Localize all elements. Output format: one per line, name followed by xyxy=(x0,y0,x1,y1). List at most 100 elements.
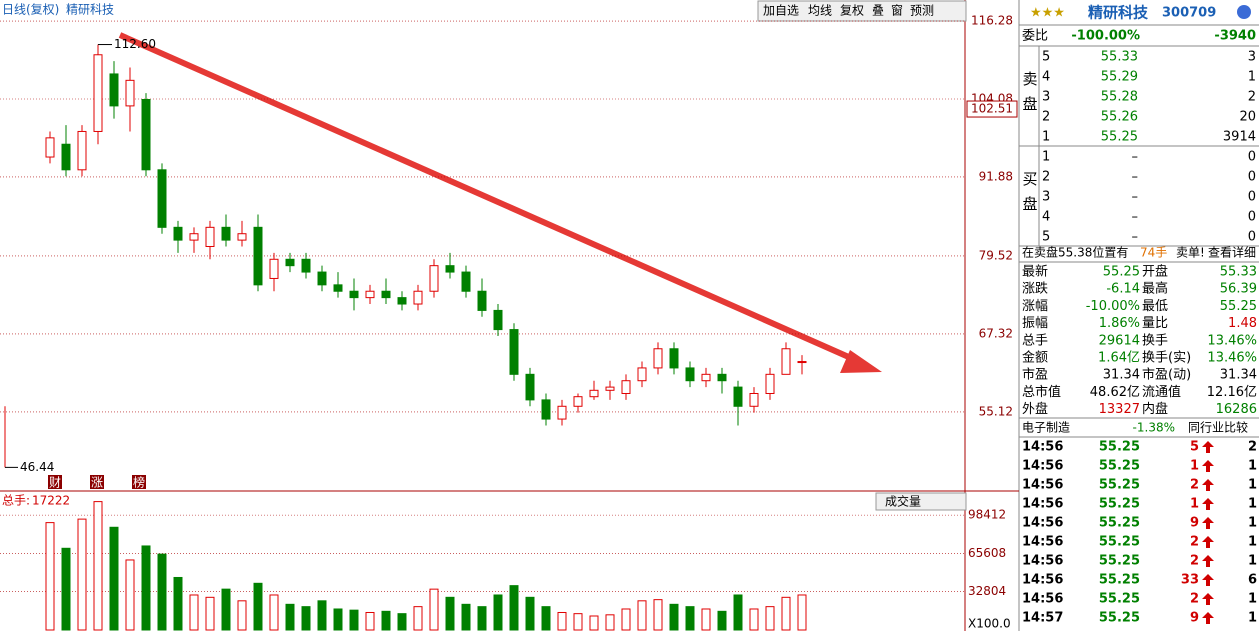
candle-body xyxy=(77,130,87,171)
toolbar-button[interactable]: 窗 xyxy=(891,4,903,18)
book-price: – xyxy=(1132,210,1139,225)
volume-bar xyxy=(77,518,87,631)
book-level: 2 xyxy=(1042,170,1050,185)
stat-label: 换手(实) xyxy=(1142,351,1191,366)
book-level: 4 xyxy=(1042,70,1050,85)
stat-value: 31.34 xyxy=(1220,368,1257,383)
volume-bar xyxy=(93,501,103,631)
book-volume: 0 xyxy=(1248,230,1256,245)
volume-bar xyxy=(253,582,263,631)
industry-link[interactable]: 同行业比较 xyxy=(1188,420,1248,435)
y-tick-label: 32804 xyxy=(968,584,1006,598)
volume-bar xyxy=(237,600,247,631)
trade-price: 55.25 xyxy=(1099,611,1140,626)
book-price: 55.26 xyxy=(1101,110,1138,125)
trade-time: 14:56 xyxy=(1022,440,1063,455)
stat-value: 56.39 xyxy=(1220,282,1257,297)
event-tag[interactable]: 榜 xyxy=(133,475,145,490)
book-volume: 0 xyxy=(1248,150,1256,165)
toolbar-button[interactable]: 加自选 xyxy=(763,4,799,18)
event-tag-box xyxy=(132,475,146,489)
volume-total: 17222 xyxy=(32,494,70,508)
trade-time: 14:56 xyxy=(1022,592,1063,607)
candle-body xyxy=(653,348,663,369)
stat-label: 最高 xyxy=(1142,281,1168,297)
volume-bar xyxy=(493,594,503,631)
volume-bar xyxy=(461,603,471,631)
book-level: 5 xyxy=(1042,230,1050,245)
trade-volume: 9 xyxy=(1190,611,1199,626)
volume-bar xyxy=(141,545,151,631)
event-tag-box xyxy=(90,475,104,489)
stat-label: 总市值 xyxy=(1022,384,1061,400)
candle-body xyxy=(349,290,359,299)
price-marker-box xyxy=(966,100,1018,118)
volume-bar xyxy=(285,603,295,631)
alert-link[interactable]: 查看详细 xyxy=(1208,245,1256,260)
event-tag[interactable]: 涨 xyxy=(91,475,103,490)
volume-bar xyxy=(589,615,599,631)
industry-name: 电子制造 xyxy=(1022,421,1070,435)
book-price: – xyxy=(1132,190,1139,205)
stat-value: 48.62亿 xyxy=(1090,385,1140,400)
y-tick-label: 116.28 xyxy=(971,14,1013,28)
volume-bar xyxy=(621,608,631,631)
book-level: 2 xyxy=(1042,110,1050,125)
candle-body xyxy=(733,386,743,407)
candle-body xyxy=(381,290,391,299)
trade-count: 1 xyxy=(1248,459,1257,474)
trade-volume: 5 xyxy=(1190,440,1199,455)
indicator-select[interactable]: 成交量 xyxy=(885,494,921,509)
trade-volume: 33 xyxy=(1181,573,1199,588)
alert-amount: 74手 xyxy=(1140,246,1167,260)
toolbar-button[interactable]: 预测 xyxy=(910,4,934,18)
toolbar-button[interactable]: 复权 xyxy=(840,4,864,18)
event-tag-box xyxy=(48,475,62,489)
stat-label: 总手 xyxy=(1022,333,1048,348)
book-price: 55.29 xyxy=(1101,70,1138,85)
candle-body xyxy=(445,265,455,273)
volume-bar xyxy=(61,547,71,631)
trade-arrow xyxy=(1202,555,1214,567)
candle-body xyxy=(285,258,295,267)
book-volume: 3 xyxy=(1248,50,1256,65)
candle-body xyxy=(557,405,567,420)
candle-body xyxy=(701,373,711,382)
trade-arrow xyxy=(1202,536,1214,548)
candle-body xyxy=(141,99,151,171)
stat-value: 55.33 xyxy=(1220,265,1257,280)
trade-time: 14:56 xyxy=(1022,459,1063,474)
event-tag[interactable]: 财 xyxy=(49,476,61,490)
volume-bar xyxy=(125,559,135,631)
candle-body xyxy=(461,271,471,292)
toolbar-button[interactable]: 均线 xyxy=(808,4,832,18)
stat-value: 55.25 xyxy=(1103,265,1140,280)
volume-bar xyxy=(397,613,407,631)
volume-bar xyxy=(749,608,759,631)
stat-value: 55.25 xyxy=(1220,299,1257,314)
y-tick-label: 79.52 xyxy=(979,248,1013,262)
stat-value: 1.64亿 xyxy=(1098,351,1140,366)
trade-volume: 9 xyxy=(1190,516,1199,531)
trade-time: 14:56 xyxy=(1022,535,1063,550)
high-label: 112.60 xyxy=(114,37,156,51)
volume-bar xyxy=(269,594,279,631)
candle-body xyxy=(525,373,535,401)
volume-bar xyxy=(109,526,119,631)
toolbar-button[interactable]: 叠 xyxy=(872,4,884,18)
volume-bar xyxy=(381,610,391,631)
candle-body xyxy=(109,73,119,107)
trade-price: 55.25 xyxy=(1099,440,1140,455)
volume-bar xyxy=(205,596,215,631)
book-level: 1 xyxy=(1042,150,1050,165)
stat-value: 13.46% xyxy=(1207,351,1257,366)
volume-bar xyxy=(717,610,727,631)
volume-bar xyxy=(557,611,567,631)
book-volume: 0 xyxy=(1248,190,1256,205)
candle-body xyxy=(749,392,759,407)
candle-body xyxy=(157,169,167,228)
trade-arrow xyxy=(1202,593,1214,605)
volume-bar xyxy=(797,594,807,631)
volume-bar xyxy=(573,613,583,631)
